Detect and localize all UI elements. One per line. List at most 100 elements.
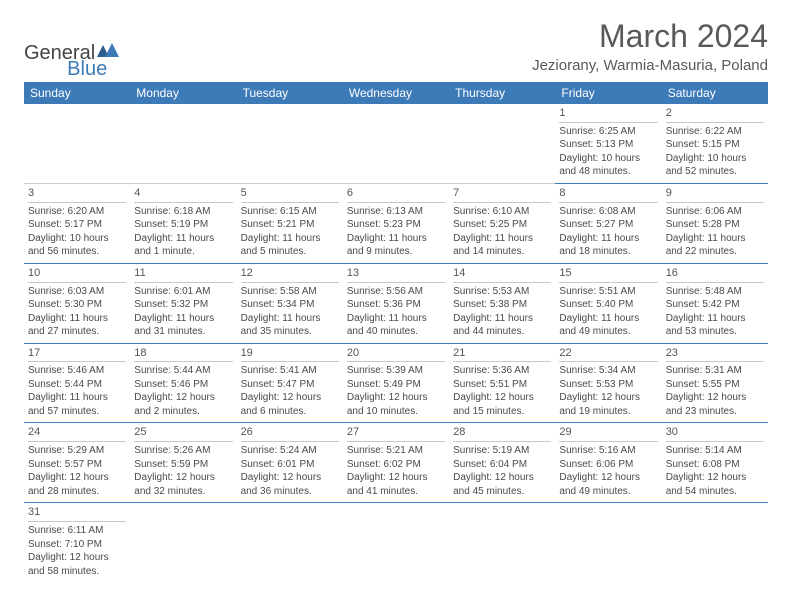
info-line: Sunrise: 5:31 AM xyxy=(666,364,764,378)
info-line: Sunset: 5:15 PM xyxy=(666,138,764,152)
info-line: Sunrise: 5:56 AM xyxy=(347,285,445,299)
info-line: Sunset: 5:40 PM xyxy=(559,298,657,312)
day-cell: 15 Sunrise: 5:51 AMSunset: 5:40 PMDayligh… xyxy=(555,263,661,343)
day-cell: 8 Sunrise: 6:08 AMSunset: 5:27 PMDaylight… xyxy=(555,183,661,263)
day-info: Sunrise: 5:26 AMSunset: 5:59 PMDaylight:… xyxy=(134,444,232,498)
dayname-6: Saturday xyxy=(662,82,768,104)
info-line: Daylight: 12 hours and 28 minutes. xyxy=(28,471,126,498)
day-number: 26 xyxy=(241,425,339,442)
info-line: Daylight: 11 hours and 27 minutes. xyxy=(28,312,126,339)
info-line: Sunrise: 6:22 AM xyxy=(666,125,764,139)
info-line: Daylight: 11 hours and 22 minutes. xyxy=(666,232,764,259)
info-line: Sunset: 5:27 PM xyxy=(559,218,657,232)
empty-cell xyxy=(662,503,768,582)
day-info: Sunrise: 5:51 AMSunset: 5:40 PMDaylight:… xyxy=(559,285,657,339)
info-line: Daylight: 12 hours and 49 minutes. xyxy=(559,471,657,498)
day-info: Sunrise: 6:01 AMSunset: 5:32 PMDaylight:… xyxy=(134,285,232,339)
week-row: 31Sunrise: 6:11 AMSunset: 7:10 PMDayligh… xyxy=(24,503,768,582)
info-line: Sunrise: 6:20 AM xyxy=(28,205,126,219)
day-number: 23 xyxy=(666,346,764,363)
day-info: Sunrise: 6:06 AMSunset: 5:28 PMDaylight:… xyxy=(666,205,764,259)
info-line: Sunset: 5:44 PM xyxy=(28,378,126,392)
info-line: Daylight: 11 hours and 31 minutes. xyxy=(134,312,232,339)
day-number: 29 xyxy=(559,425,657,442)
day-cell: 3Sunrise: 6:20 AMSunset: 5:17 PMDaylight… xyxy=(24,183,130,263)
day-cell: 19Sunrise: 5:41 AMSunset: 5:47 PMDayligh… xyxy=(237,343,343,423)
empty-cell xyxy=(24,104,130,183)
empty-cell xyxy=(449,503,555,582)
day-cell: 2Sunrise: 6:22 AMSunset: 5:15 PMDaylight… xyxy=(662,104,768,183)
brand-logo: General Blue xyxy=(24,24,107,65)
info-line: Daylight: 12 hours and 2 minutes. xyxy=(134,391,232,418)
calendar-table: SundayMondayTuesdayWednesdayThursdayFrid… xyxy=(24,82,768,582)
day-number: 12 xyxy=(241,266,339,283)
day-number: 30 xyxy=(666,425,764,442)
day-info: Sunrise: 6:18 AMSunset: 5:19 PMDaylight:… xyxy=(134,205,232,259)
day-info: Sunrise: 6:03 AMSunset: 5:30 PMDaylight:… xyxy=(28,285,126,339)
info-line: Daylight: 11 hours and 44 minutes. xyxy=(453,312,551,339)
info-line: Sunset: 6:04 PM xyxy=(453,458,551,472)
info-line: Sunrise: 5:19 AM xyxy=(453,444,551,458)
day-number: 9 xyxy=(666,186,764,203)
info-line: Daylight: 12 hours and 15 minutes. xyxy=(453,391,551,418)
dayname-4: Thursday xyxy=(449,82,555,104)
info-line: Sunset: 5:47 PM xyxy=(241,378,339,392)
info-line: Sunrise: 6:06 AM xyxy=(666,205,764,219)
day-cell: 31Sunrise: 6:11 AMSunset: 7:10 PMDayligh… xyxy=(24,503,130,582)
info-line: Sunset: 5:49 PM xyxy=(347,378,445,392)
info-line: Daylight: 12 hours and 54 minutes. xyxy=(666,471,764,498)
day-cell: 22Sunrise: 5:34 AMSunset: 5:53 PMDayligh… xyxy=(555,343,661,423)
day-info: Sunrise: 6:15 AMSunset: 5:21 PMDaylight:… xyxy=(241,205,339,259)
info-line: Sunset: 6:06 PM xyxy=(559,458,657,472)
day-cell: 28Sunrise: 5:19 AMSunset: 6:04 PMDayligh… xyxy=(449,423,555,503)
day-info: Sunrise: 6:20 AMSunset: 5:17 PMDaylight:… xyxy=(28,205,126,259)
info-line: Sunrise: 6:08 AM xyxy=(559,205,657,219)
info-line: Sunrise: 5:48 AM xyxy=(666,285,764,299)
info-line: Sunset: 5:42 PM xyxy=(666,298,764,312)
info-line: Daylight: 11 hours and 57 minutes. xyxy=(28,391,126,418)
day-number: 8 xyxy=(559,186,657,203)
day-number: 21 xyxy=(453,346,551,363)
info-line: Daylight: 12 hours and 36 minutes. xyxy=(241,471,339,498)
info-line: Sunrise: 6:11 AM xyxy=(28,524,126,538)
week-row: 24 Sunrise: 5:29 AMSunset: 5:57 PMDayligh… xyxy=(24,423,768,503)
dayname-3: Wednesday xyxy=(343,82,449,104)
dayname-1: Monday xyxy=(130,82,236,104)
info-line: Daylight: 12 hours and 45 minutes. xyxy=(453,471,551,498)
info-line: Daylight: 11 hours and 35 minutes. xyxy=(241,312,339,339)
brand-part2: Blue xyxy=(67,58,107,81)
info-line: Sunrise: 5:24 AM xyxy=(241,444,339,458)
day-number: 18 xyxy=(134,346,232,363)
page-title: March 2024 xyxy=(532,18,768,55)
location-label: Jeziorany, Warmia-Masuria, Poland xyxy=(532,57,768,74)
day-cell: 5Sunrise: 6:15 AMSunset: 5:21 PMDaylight… xyxy=(237,183,343,263)
day-cell: 18Sunrise: 5:44 AMSunset: 5:46 PMDayligh… xyxy=(130,343,236,423)
info-line: Sunrise: 6:03 AM xyxy=(28,285,126,299)
info-line: Sunset: 5:19 PM xyxy=(134,218,232,232)
info-line: Daylight: 10 hours and 48 minutes. xyxy=(559,152,657,179)
day-info: Sunrise: 6:08 AMSunset: 5:27 PMDaylight:… xyxy=(559,205,657,259)
day-cell: 9 Sunrise: 6:06 AMSunset: 5:28 PMDaylight… xyxy=(662,183,768,263)
day-cell: 29Sunrise: 5:16 AMSunset: 6:06 PMDayligh… xyxy=(555,423,661,503)
day-info: Sunrise: 5:56 AMSunset: 5:36 PMDaylight:… xyxy=(347,285,445,339)
day-number: 22 xyxy=(559,346,657,363)
info-line: Sunset: 5:23 PM xyxy=(347,218,445,232)
day-number: 10 xyxy=(28,266,126,283)
day-number: 25 xyxy=(134,425,232,442)
info-line: Sunset: 5:38 PM xyxy=(453,298,551,312)
week-row: 1Sunrise: 6:25 AMSunset: 5:13 PMDaylight… xyxy=(24,104,768,183)
info-line: Sunset: 6:02 PM xyxy=(347,458,445,472)
day-number: 15 xyxy=(559,266,657,283)
day-number: 13 xyxy=(347,266,445,283)
day-info: Sunrise: 5:39 AMSunset: 5:49 PMDaylight:… xyxy=(347,364,445,418)
day-cell: 26Sunrise: 5:24 AMSunset: 6:01 PMDayligh… xyxy=(237,423,343,503)
day-info: Sunrise: 5:44 AMSunset: 5:46 PMDaylight:… xyxy=(134,364,232,418)
day-number: 24 xyxy=(28,425,126,442)
day-info: Sunrise: 5:29 AMSunset: 5:57 PMDaylight:… xyxy=(28,444,126,498)
day-info: Sunrise: 6:11 AMSunset: 7:10 PMDaylight:… xyxy=(28,524,126,578)
day-info: Sunrise: 5:19 AMSunset: 6:04 PMDaylight:… xyxy=(453,444,551,498)
info-line: Sunrise: 6:25 AM xyxy=(559,125,657,139)
day-number: 4 xyxy=(134,186,232,203)
day-info: Sunrise: 5:46 AMSunset: 5:44 PMDaylight:… xyxy=(28,364,126,418)
info-line: Sunset: 5:32 PM xyxy=(134,298,232,312)
